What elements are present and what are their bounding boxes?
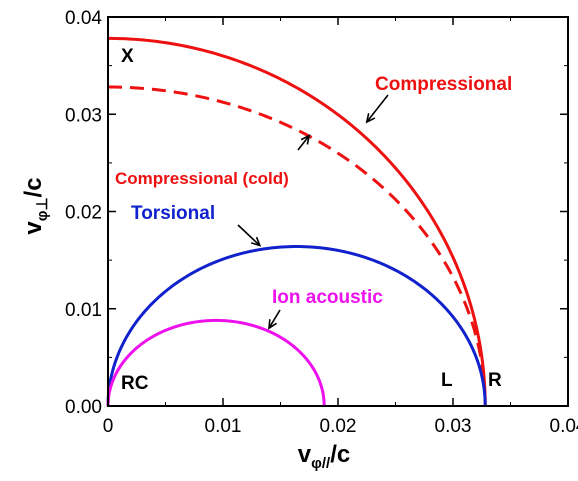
y-tick-label: 0.04: [65, 8, 102, 29]
y-tick-label: 0.03: [65, 105, 102, 126]
x-axis-title-sub: φ//: [311, 455, 331, 472]
x-tick-label: 0.03: [435, 416, 472, 437]
annotation-arrow-head: [300, 134, 311, 145]
x-axis-title: vφ///c: [298, 441, 350, 472]
annotation-arrow-line: [297, 135, 310, 151]
annotation-compressional-cold: Compressional (cold): [115, 169, 289, 188]
annotation-r: R: [488, 370, 502, 391]
annotation-compressional: Compressional: [375, 74, 512, 95]
x-tick-label: 0.01: [205, 416, 242, 437]
x-axis-title-main: v: [298, 441, 312, 468]
annotation-arrow-head: [250, 236, 262, 247]
x-axis-title-tail: /c: [330, 441, 350, 468]
annotations: Compressional Compressional (cold) Torsion…: [115, 46, 512, 394]
annotation-x: X: [121, 46, 134, 67]
annotation-rc: RC: [121, 373, 149, 394]
series-line-1: [107, 85, 487, 407]
annotation-arrow-line: [366, 94, 389, 123]
y-axis-title-main: v: [20, 221, 47, 235]
series-line-3: [106, 318, 326, 407]
x-tick-label: 0.04: [550, 416, 578, 437]
y-tick-label: 0.02: [65, 203, 102, 224]
series-line-0: [107, 36, 487, 407]
series-line-2: [106, 245, 487, 407]
annotation-arrow-line: [268, 309, 281, 329]
ticks: 0 0.01 0.02 0.03 0.04 0.00 0.01 0.02 0.03 0.04: [65, 8, 578, 437]
x-tick-label: 0.02: [320, 416, 357, 437]
y-axis-title-sub: φ⊥: [34, 197, 51, 221]
x-tick-label: 0: [103, 416, 114, 437]
y-axis-title-tail: /c: [20, 177, 47, 197]
annotation-l: L: [441, 370, 453, 391]
y-tick-label: 0.00: [65, 397, 102, 418]
curves: [106, 36, 487, 407]
annotation-ion-acoustic: Ion acoustic: [272, 287, 383, 308]
annotation-torsional: Torsional: [131, 203, 215, 224]
annotation-arrow-head: [365, 113, 376, 124]
annotation-arrow-head: [268, 319, 277, 330]
y-tick-label: 0.01: [65, 300, 102, 321]
y-axis-title: vφ⊥/c: [20, 177, 51, 234]
annotation-arrow-line: [237, 224, 261, 247]
